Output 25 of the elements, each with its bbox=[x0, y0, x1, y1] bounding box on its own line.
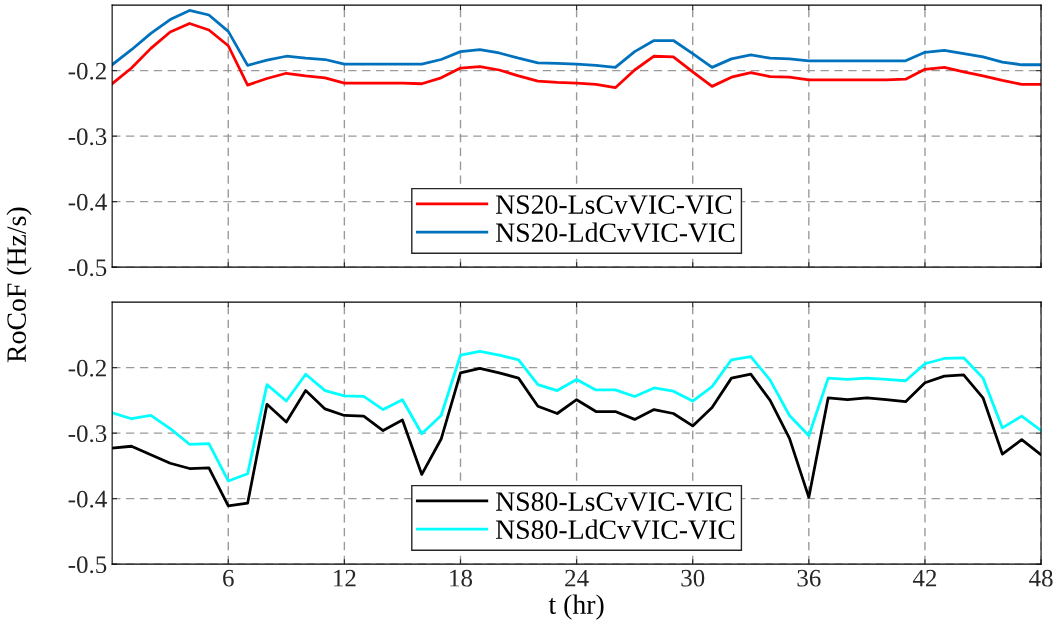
legend-label: NS20-LsCvVIC-VIC bbox=[495, 195, 732, 215]
x-tick-label: 24 bbox=[565, 569, 589, 587]
x-tick-label: 48 bbox=[1029, 569, 1053, 587]
y-tick-label: -0.3 bbox=[68, 425, 107, 443]
x-tick-label: 12 bbox=[334, 569, 356, 587]
y-tick-label: -0.2 bbox=[68, 359, 106, 377]
line-series bbox=[112, 349, 1042, 483]
x-tick-label: 36 bbox=[797, 569, 821, 587]
y-axis-title: RoCoF (Hz/s) bbox=[6, 207, 32, 363]
y-tick-label: -0.5 bbox=[68, 259, 107, 277]
x-tick-label: 6 bbox=[223, 569, 234, 587]
y-tick-label: -0.3 bbox=[68, 128, 107, 146]
line-series bbox=[112, 9, 1042, 69]
y-tick-label: -0.2 bbox=[68, 62, 106, 80]
legend-label: NS20-LdCvVIC-VIC bbox=[495, 222, 735, 243]
y-tick-label: -0.5 bbox=[68, 556, 107, 574]
legend-label: NS80-LsCvVIC-VIC bbox=[495, 492, 732, 512]
x-tick-label: 18 bbox=[450, 569, 473, 587]
y-tick-label: -0.4 bbox=[68, 490, 107, 508]
y-tick-label: -0.4 bbox=[68, 193, 107, 211]
x-tick-label: 30 bbox=[681, 569, 705, 587]
x-axis-title: t (hr) bbox=[548, 594, 604, 620]
legend-label: NS80-LdCvVIC-VIC bbox=[495, 519, 735, 540]
line-series bbox=[112, 22, 1042, 90]
x-tick-label: 42 bbox=[912, 569, 937, 587]
